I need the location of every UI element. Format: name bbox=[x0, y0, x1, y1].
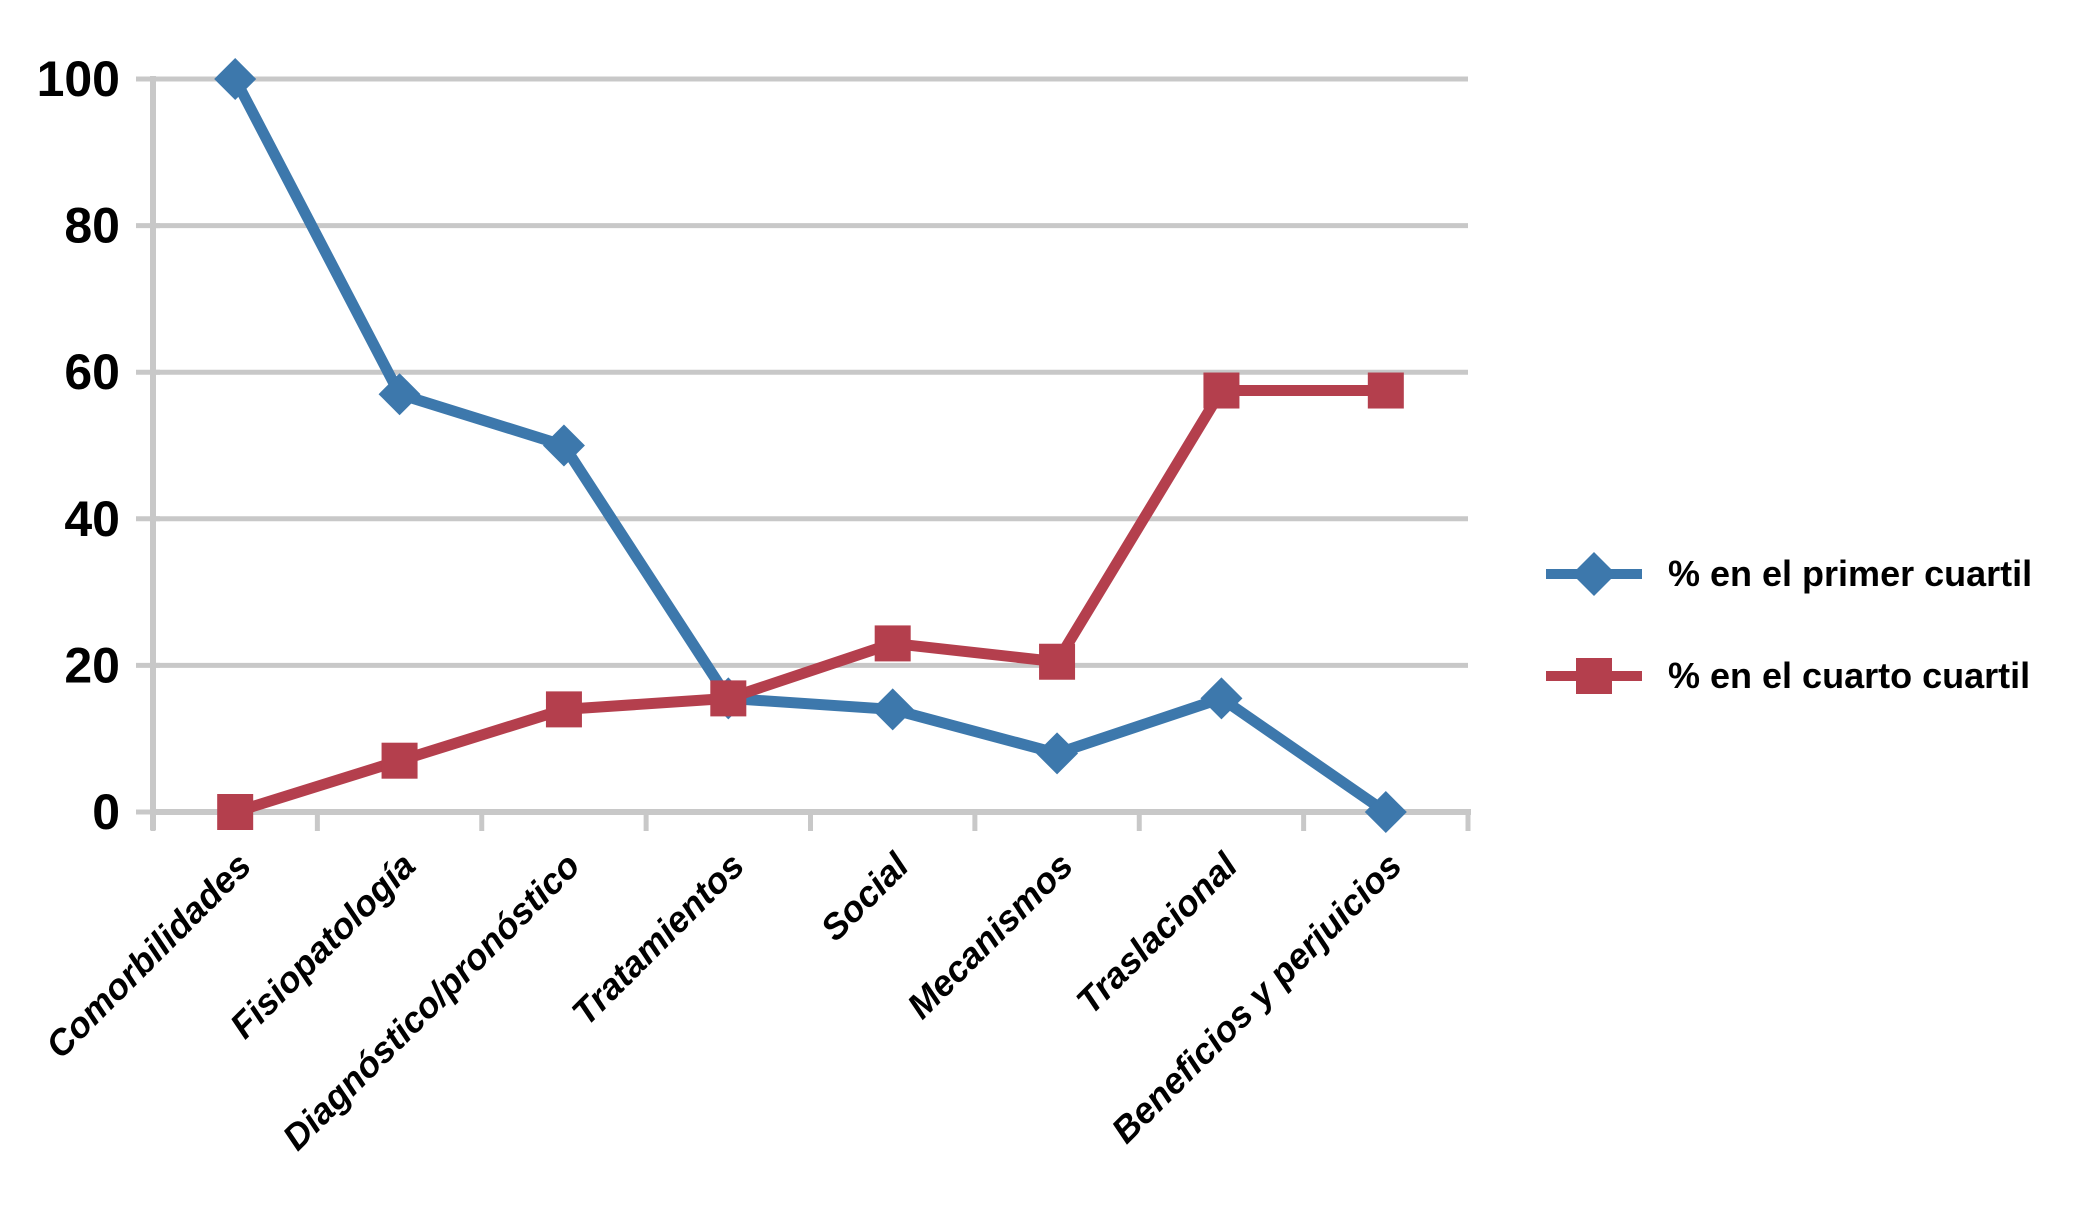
data-point-marker-square bbox=[1039, 643, 1076, 680]
data-point-marker-square bbox=[710, 680, 747, 717]
data-point-marker-square bbox=[1203, 372, 1240, 409]
data-point-marker-square bbox=[217, 794, 254, 830]
data-point-marker-square bbox=[545, 691, 582, 728]
data-point-marker-diamond bbox=[542, 424, 585, 467]
series-line-0 bbox=[229, 73, 1392, 818]
x-axis-label-2: Diagnóstico/pronóstico bbox=[274, 845, 587, 1158]
series-1 bbox=[217, 372, 1404, 830]
data-point-marker-diamond bbox=[1364, 791, 1407, 833]
series-line-1 bbox=[229, 385, 1392, 818]
data-point-marker-square bbox=[874, 625, 911, 662]
legend-square-glyph bbox=[1576, 658, 1612, 694]
y-axis-label: 100 bbox=[37, 51, 120, 107]
data-point-marker-diamond bbox=[871, 688, 914, 731]
y-axis-label: 80 bbox=[64, 198, 120, 254]
legend-item-primer-cuartil: % en el primer cuartil bbox=[1546, 550, 2032, 598]
data-point-marker-diamond bbox=[1200, 677, 1243, 720]
x-axis-label-4: Social bbox=[812, 844, 917, 949]
legend-label-cuarto-cuartil: % en el cuarto cuartil bbox=[1668, 655, 2031, 696]
x-axis-label-7: Beneficios y perjuicios bbox=[1103, 845, 1409, 1151]
legend: % en el primer cuartil % en el cuarto cu… bbox=[1546, 550, 2032, 700]
y-axis-label: 0 bbox=[92, 784, 120, 840]
x-axis-label-0: Comorbilidades bbox=[37, 845, 258, 1066]
legend-item-cuarto-cuartil: % en el cuarto cuartil bbox=[1546, 652, 2032, 700]
data-point-marker-diamond bbox=[378, 373, 421, 416]
y-axis-label: 40 bbox=[64, 491, 120, 547]
data-point-marker-diamond bbox=[1036, 732, 1079, 775]
legend-marker-diamond-icon bbox=[1546, 552, 1642, 596]
x-axis-label-5: Mecanismos bbox=[899, 845, 1081, 1027]
series-0 bbox=[214, 58, 1407, 833]
data-point-marker-square bbox=[381, 742, 418, 779]
data-point-marker-square bbox=[1367, 372, 1404, 409]
x-axis-label-6: Traslacional bbox=[1068, 844, 1246, 1022]
legend-label-primer-cuartil: % en el primer cuartil bbox=[1668, 553, 2033, 594]
x-axis-label-3: Tratamientos bbox=[564, 845, 752, 1033]
legend-marker-square-icon bbox=[1546, 658, 1642, 694]
legend-diamond-glyph bbox=[1572, 552, 1616, 596]
y-axis-label: 60 bbox=[64, 344, 120, 400]
y-axis-label: 20 bbox=[64, 637, 120, 693]
data-point-marker-diamond bbox=[214, 58, 257, 100]
